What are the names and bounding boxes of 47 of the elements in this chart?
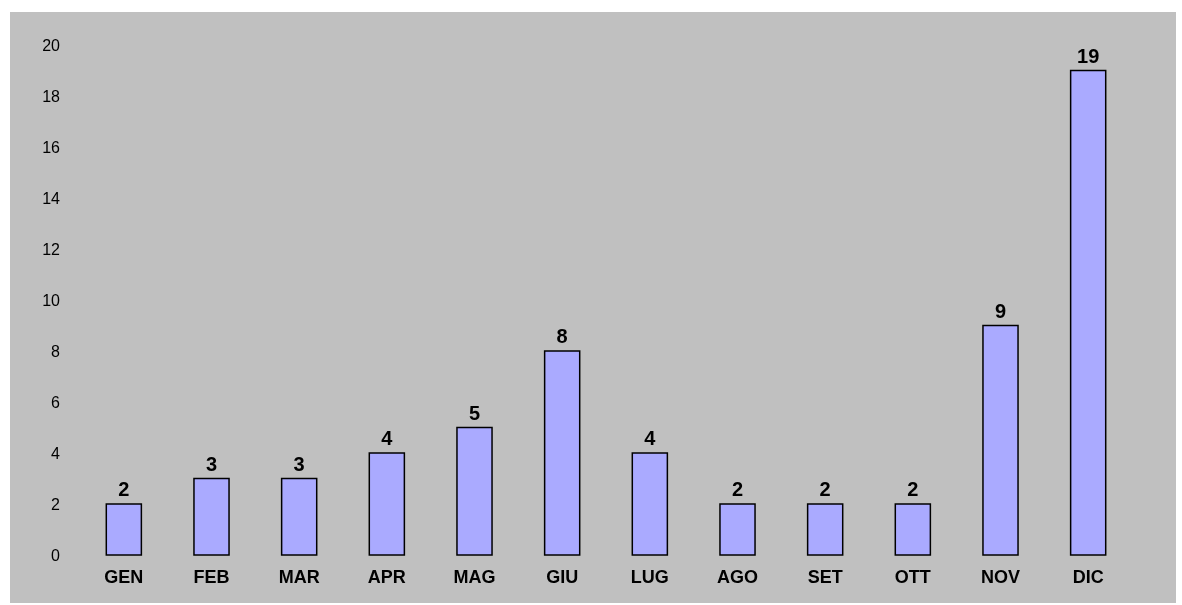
bar xyxy=(280,477,318,556)
bar xyxy=(193,477,230,556)
data-label: 4 xyxy=(644,427,657,449)
y-tick-label: 0 xyxy=(51,546,61,564)
y-tick-label: 20 xyxy=(42,36,61,54)
x-tick-label: MAG xyxy=(453,567,496,587)
y-tick-label: 8 xyxy=(51,342,61,360)
data-label: 3 xyxy=(293,452,305,475)
y-tick-label: 12 xyxy=(42,240,61,258)
data-label: 2 xyxy=(907,478,919,500)
y-tick-label: 2 xyxy=(51,495,61,513)
data-label: 2 xyxy=(819,478,831,500)
x-tick-label: SET xyxy=(807,567,843,587)
data-label: 3 xyxy=(205,452,218,475)
x-tick-label: GEN xyxy=(104,567,144,587)
data-label: 2 xyxy=(118,478,130,500)
bar xyxy=(806,503,844,556)
bar xyxy=(543,350,581,556)
bar xyxy=(456,426,493,556)
data-label: 5 xyxy=(468,401,481,424)
bar xyxy=(631,452,669,556)
x-tick-label: FEB xyxy=(193,567,230,587)
x-tick-label: MAR xyxy=(278,567,320,587)
x-tick-label: LUG xyxy=(630,567,669,587)
data-label: 2 xyxy=(731,478,744,500)
x-tick-label: DIC xyxy=(1072,567,1104,587)
x-tick-label: NOV xyxy=(980,567,1021,587)
data-label: 9 xyxy=(994,299,1007,322)
bar xyxy=(105,503,143,556)
x-tick-label: AGO xyxy=(716,567,759,587)
bar xyxy=(1069,69,1107,556)
bar xyxy=(719,503,756,556)
y-tick-label: 14 xyxy=(42,189,61,207)
bar xyxy=(368,452,406,556)
y-tick-label: 4 xyxy=(51,444,61,462)
bar xyxy=(982,324,1019,556)
x-tick-label: GIU xyxy=(546,567,579,587)
y-tick-label: 6 xyxy=(51,393,61,411)
data-label: 4 xyxy=(381,427,394,449)
y-tick-label: 16 xyxy=(42,138,61,156)
y-tick-label: 10 xyxy=(42,291,61,309)
data-label: 8 xyxy=(556,325,568,347)
data-label: 19 xyxy=(1077,44,1100,67)
x-tick-label: OTT xyxy=(894,567,931,587)
bar xyxy=(894,503,932,556)
y-tick-label: 18 xyxy=(42,87,61,105)
x-tick-label: APR xyxy=(367,567,406,587)
